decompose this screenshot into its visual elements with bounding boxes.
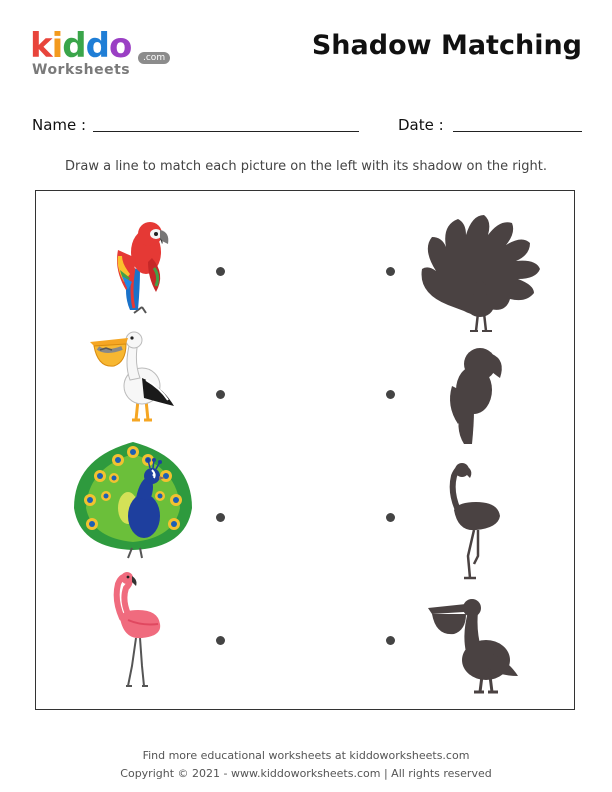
instruction-text: Draw a line to match each picture on the… — [65, 159, 547, 174]
peacock-icon — [74, 442, 192, 559]
right-dot-4[interactable] — [386, 636, 395, 645]
footer-copyright: Copyright © 2021 - www.kiddoworksheets.c… — [120, 767, 492, 780]
right-dot-3[interactable] — [386, 513, 395, 522]
pelican-shadow-icon — [428, 599, 518, 694]
date-field[interactable] — [453, 131, 582, 132]
logo-tld: .com — [138, 52, 171, 64]
date-label: Date : — [398, 116, 444, 134]
name-label: Name : — [32, 116, 87, 134]
footer-promo: Find more educational worksheets at kidd… — [142, 749, 470, 762]
logo-brand-text: kiddo — [30, 26, 132, 66]
page-title: Shadow Matching — [311, 30, 582, 61]
matching-panel — [35, 190, 575, 710]
right-dot-1[interactable] — [386, 267, 395, 276]
left-dot-4[interactable] — [216, 636, 225, 645]
left-dot-3[interactable] — [216, 513, 225, 522]
logo-subtitle: Worksheets — [32, 62, 131, 78]
pelican-icon — [90, 331, 174, 422]
right-dot-2[interactable] — [386, 390, 395, 399]
name-field[interactable] — [93, 131, 359, 132]
flamingo-icon — [113, 572, 161, 687]
parrot-shadow-icon — [450, 348, 502, 444]
kiddo-logo: kiddo Worksheets .com — [30, 26, 180, 86]
parrot-icon — [117, 222, 169, 314]
left-dot-2[interactable] — [216, 390, 225, 399]
flamingo-shadow-icon — [449, 463, 500, 580]
peacock-shadow-icon — [421, 215, 540, 332]
left-dot-1[interactable] — [216, 267, 225, 276]
